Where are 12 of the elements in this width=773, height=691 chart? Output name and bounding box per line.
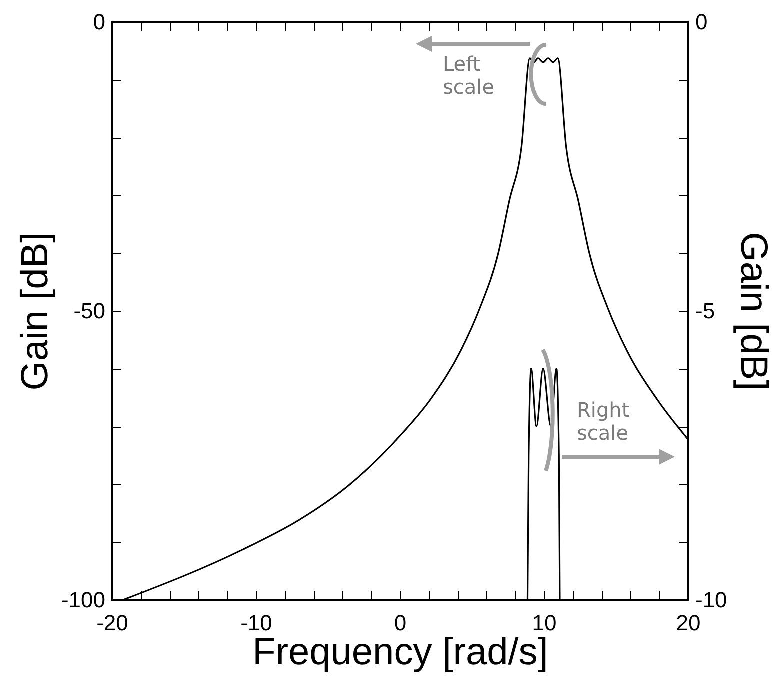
y-tick-label: -50 [74, 298, 106, 324]
x-tick-label: -20 [96, 610, 128, 636]
y2-tick-label: -5 [696, 298, 716, 324]
y2-tick-label: -10 [696, 588, 728, 612]
x-tick-label: 20 [676, 610, 701, 636]
y-axis-title: Gain [dB] [14, 232, 56, 391]
annotation: Left scale [443, 52, 495, 99]
y-tick-label: 0 [93, 10, 106, 34]
y2-axis-title: Gain [dB] [732, 232, 773, 391]
annotation: Right scale [577, 398, 630, 445]
y2-tick-label: 0 [696, 10, 708, 34]
y-tick-label: -100 [61, 588, 106, 612]
